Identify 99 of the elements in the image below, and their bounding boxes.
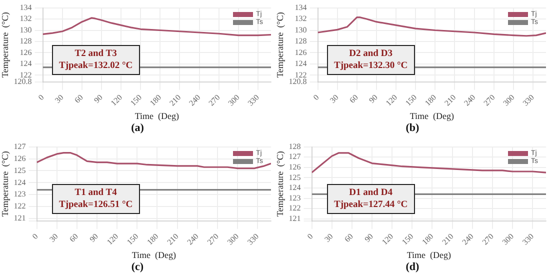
y-tick-label: 132 [294,14,307,24]
text: (c) [130,261,145,273]
x-tick-label: 210 [165,232,180,247]
x-tick-label: 0 [306,232,315,242]
x-tick-label: 30 [53,92,66,105]
text: (a) [130,122,145,134]
x-tick-label: 270 [482,92,497,108]
annotation: T2 and T3 [74,48,118,60]
x-tick-label: 0 [30,232,40,242]
annotation: T1 and T4 [74,187,118,199]
x-tick-label: 210 [440,232,456,247]
y-tick-label: 128 [288,142,301,151]
y-tick-label: 126 [288,162,301,172]
x-tick-label: 210 [168,92,183,108]
x-axis-title: Time (Deg) [406,250,451,260]
x-tick-label: 270 [480,232,496,247]
x-tick-label: 210 [442,92,458,108]
y-tick-label: 123 [288,193,301,202]
x-tick-label: 90 [92,92,104,105]
x-tick-label: 150 [404,92,418,108]
y-tick-label: 126 [294,48,307,57]
x-tick-label: 30 [48,232,60,244]
y-tick-label: 120.8 [14,77,32,86]
x-tick-label: 120 [109,92,124,108]
annotation: Tjpeak=132.02 °C [59,60,133,72]
x-tick-label: 270 [206,92,222,108]
text: (d) [404,261,420,273]
y-tick-label: 122 [20,70,32,80]
y-tick-label: 124 [20,59,32,68]
x-axis-title: Time (Deg) [410,110,454,121]
x-tick-label: 60 [342,232,355,244]
x-tick-label: 60 [68,232,80,244]
y-axis-title: Temperature (°C) [274,12,285,78]
y-tick-label: 128 [20,36,32,46]
x-tick-label: 90 [88,232,100,244]
y-tick-label: 130 [20,25,32,34]
x-tick-label: 90 [367,92,380,105]
x-tick-label: 0 [36,92,46,102]
x-tick-label: 180 [148,92,164,108]
x-tick-label: 240 [187,92,202,108]
annotation: Tjpeak=127.44 °C [334,199,408,211]
x-tick-label: 240 [185,232,200,247]
x-tick-label: 120 [380,232,395,247]
x-tick-label: 150 [128,92,144,108]
y-tick-label: 134 [20,2,32,12]
y-axis-title: Temperature (°C) [0,151,10,217]
x-tick-label: 300 [500,232,516,247]
y-tick-label: 134 [294,2,307,12]
annotation: D1 and D4 [348,187,394,199]
y-tick-label: 127 [14,142,26,151]
y-tick-label: 126 [14,154,26,163]
y-axis-title: Temperature (°C) [0,12,10,78]
y-tick-label: 125 [14,166,26,175]
x-tick-label: 330 [521,92,536,108]
x-tick-label: 240 [460,232,476,247]
x-tick-label: 180 [420,232,436,247]
y-tick-label: 122 [294,70,307,80]
annotation: Tjpeak=132.30 °C [334,60,408,72]
x-tick-label: 330 [246,92,261,108]
y-tick-label: 124 [14,178,26,187]
x-tick-label: 30 [322,232,335,244]
x-tick-label: 150 [125,232,140,247]
y-tick-label: 130 [294,25,307,34]
text: (b) [404,122,420,134]
x-tick-label: 300 [226,232,240,247]
y-tick-label: 127 [288,152,301,162]
x-tick-label: 120 [105,232,120,247]
x-tick-label: 120 [384,92,399,108]
x-tick-label: 60 [72,92,85,105]
x-tick-label: 30 [328,92,340,105]
x-axis-title: Time (Deg) [134,110,179,121]
x-tick-label: 90 [362,232,375,244]
y-tick-label: 125 [288,172,301,182]
x-tick-label: 0 [312,92,321,102]
x-tick-label: 300 [226,92,242,108]
x-tick-label: 240 [462,92,478,108]
y-axis-title: Temperature (°C) [274,151,285,217]
y-tick-label: 123 [14,190,26,199]
x-tick-label: 300 [501,92,516,108]
x-tick-label: 180 [145,232,160,247]
y-tick-label: 121 [288,214,301,223]
annotation: D2 and D3 [348,48,394,60]
x-axis-title: Time (Deg) [132,250,176,260]
y-tick-label: 120.8 [288,77,307,86]
x-tick-label: 60 [348,92,360,105]
y-tick-label: 126 [20,48,32,57]
y-tick-label: 132 [20,14,32,24]
x-tick-label: 330 [246,232,261,247]
x-tick-label: 150 [400,232,416,247]
y-tick-label: 124 [288,183,301,192]
x-tick-label: 180 [423,92,438,108]
y-tick-label: 121 [14,214,26,223]
x-tick-label: 270 [206,232,220,247]
y-tick-label: 122 [14,202,26,211]
annotation: Tjpeak=126.51 °C [59,199,133,211]
y-tick-label: 122 [288,204,301,213]
y-tick-label: 128 [294,36,307,46]
y-tick-label: 124 [294,59,307,68]
x-tick-label: 330 [520,232,536,247]
